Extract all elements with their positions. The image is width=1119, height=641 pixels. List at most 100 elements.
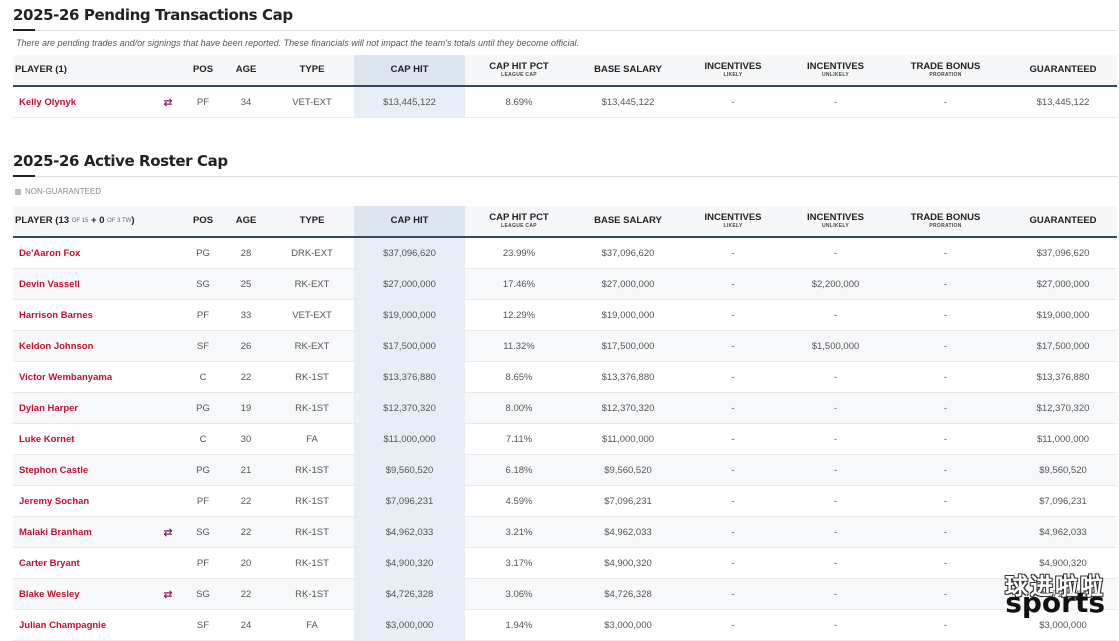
position-cell: SG — [196, 526, 210, 538]
age-cell: 33 — [240, 309, 252, 321]
player-name-link[interactable]: Blake Wesley — [19, 588, 80, 600]
col-header-incentives-unlikely-sub: UNLIKELY — [822, 223, 849, 229]
trade-icon — [158, 362, 178, 392]
player-name-link[interactable]: Kelly Olynyk — [19, 96, 77, 108]
col-header-incentives-likely-sub: LIKELY — [723, 72, 743, 78]
col-header-player[interactable]: PLAYER ( 13 OF 15 + 0 OF 3 TW ) — [13, 206, 165, 236]
player-name-link[interactable]: Harrison Barnes — [19, 309, 93, 321]
trade-icon — [158, 300, 178, 330]
roster-title-accent — [13, 175, 35, 177]
contract-type-cell: VET-EXT — [292, 309, 332, 321]
incentives-likely-cell: - — [731, 557, 735, 569]
col-header-pos[interactable]: POS — [192, 215, 214, 226]
col-header-age[interactable]: AGE — [235, 64, 257, 75]
guaranteed-cell: $12,370,320 — [1036, 402, 1090, 414]
col-header-type[interactable]: TYPE — [299, 215, 325, 226]
player-name-link[interactable]: Dylan Harper — [19, 402, 79, 414]
base-salary-cell: $4,900,320 — [604, 557, 652, 569]
col-header-type[interactable]: TYPE — [299, 64, 325, 75]
col-header-cap-pct[interactable]: CAP HIT PCT LEAGUE CAP — [473, 55, 565, 85]
player-name-link[interactable]: Luke Kornet — [19, 433, 75, 445]
trade-bonus-cell: - — [943, 557, 948, 569]
col-header-trade-bonus[interactable]: TRADE BONUS PRORATION — [908, 206, 983, 236]
player-name-link[interactable]: Julian Champagnie — [19, 619, 107, 631]
age-cell: 22 — [240, 495, 252, 507]
incentives-unlikely-cell: - — [833, 371, 838, 383]
col-header-base-salary[interactable]: BASE SALARY — [594, 64, 662, 75]
base-salary-cell: $17,500,000 — [601, 340, 655, 352]
contract-type-cell: RK-1ST — [295, 495, 329, 507]
cap-pct-cell: 3.21% — [505, 526, 533, 538]
player-name-link[interactable]: Devin Vassell — [19, 278, 80, 290]
player-name-link[interactable]: Stephon Castle — [19, 464, 89, 476]
col-header-cap-pct[interactable]: CAP HIT PCT LEAGUE CAP — [473, 206, 565, 236]
incentives-likely-cell: - — [731, 433, 735, 445]
guaranteed-cell: $3,000,000 — [1039, 619, 1087, 631]
roster-section-title: 2025-26 Active Roster Cap — [13, 152, 228, 170]
legend-label: NON-GUARANTEED — [25, 187, 102, 196]
col-header-incentives-unlikely[interactable]: INCENTIVES UNLIKELY — [798, 206, 873, 236]
trade-icon — [158, 486, 178, 516]
incentives-unlikely-cell: - — [833, 247, 838, 259]
cap-pct-cell: 1.94% — [505, 619, 533, 631]
cap-pct-cell: 7.11% — [505, 433, 533, 445]
position-cell: SG — [196, 278, 210, 290]
base-salary-cell: $12,370,320 — [601, 402, 655, 414]
cap-hit-cell: $4,962,033 — [354, 517, 465, 547]
col-header-guaranteed[interactable]: GUARANTEED — [1029, 215, 1097, 226]
col-header-trade-bonus[interactable]: TRADE BONUS PRORATION — [908, 55, 983, 85]
pending-table-body: Kelly Olynyk ⇄ PF 34 VET-EXT $13,445,122 8.69%… — [13, 87, 1117, 118]
col-header-age[interactable]: AGE — [235, 215, 257, 226]
cap-hit-cell: $13,376,880 — [354, 362, 465, 392]
col-header-guaranteed[interactable]: GUARANTEED — [1029, 64, 1097, 75]
col-header-trade-bonus-label: TRADE BONUS — [910, 61, 981, 72]
col-header-base-salary[interactable]: BASE SALARY — [594, 215, 662, 226]
roster-table-body: De'Aaron Fox PG 28 DRK-EXT $37,096,620 23.99%… — [13, 238, 1117, 641]
col-header-cap-hit[interactable]: CAP HIT — [354, 206, 465, 236]
base-salary-cell: $13,445,122 — [601, 96, 655, 108]
position-cell: PF — [196, 495, 210, 507]
col-header-pos[interactable]: POS — [192, 64, 214, 75]
col-header-cap-hit[interactable]: CAP HIT — [354, 55, 465, 85]
player-name-link[interactable]: De'Aaron Fox — [19, 247, 81, 259]
player-name-link[interactable]: Keldon Johnson — [19, 340, 94, 352]
base-salary-cell: $4,726,328 — [604, 588, 652, 600]
trade-icon — [158, 393, 178, 423]
guaranteed-cell: $13,376,880 — [1036, 371, 1090, 383]
col-header-incentives-likely[interactable]: INCENTIVES LIKELY — [698, 206, 768, 236]
player-count-suffix: ) — [131, 215, 135, 226]
age-cell: 22 — [240, 371, 252, 383]
position-cell: PG — [196, 247, 210, 259]
cap-pct-cell: 3.17% — [505, 557, 533, 569]
watermark-en: sports — [1005, 586, 1105, 619]
col-header-cap-pct-label: CAP HIT PCT — [489, 61, 549, 72]
col-header-player[interactable]: PLAYER (1) — [15, 64, 67, 75]
trade-bonus-cell: - — [943, 464, 948, 476]
table-row: Carter Bryant PF 20 RK-1ST $4,900,320 3.17% $4… — [13, 548, 1117, 579]
player-name-link[interactable]: Jeremy Sochan — [19, 495, 90, 507]
trade-bonus-cell: - — [943, 402, 948, 414]
trade-bonus-cell: - — [943, 588, 948, 600]
cap-hit-cell: $27,000,000 — [354, 269, 465, 299]
player-count-plus: + — [91, 215, 97, 226]
incentives-likely-cell: - — [731, 340, 735, 352]
player-name-link[interactable]: Victor Wembanyama — [19, 371, 113, 383]
contract-type-cell: RK-1ST — [295, 526, 329, 538]
incentives-likely-cell: - — [731, 309, 735, 321]
incentives-unlikely-cell: $2,200,000 — [811, 278, 860, 290]
col-header-incentives-unlikely[interactable]: INCENTIVES UNLIKELY — [798, 55, 873, 85]
table-row: Julian Champagnie SF 24 FA $3,000,000 1.94% $3… — [13, 610, 1117, 641]
col-header-incentives-likely[interactable]: INCENTIVES LIKELY — [698, 55, 768, 85]
trade-icon: ⇄ — [163, 588, 173, 601]
contract-type-cell: RK-EXT — [294, 340, 330, 352]
pending-table: PLAYER (1) POS AGE TYPE CAP HIT CAP HIT … — [13, 55, 1117, 118]
player-name-link[interactable]: Carter Bryant — [19, 557, 80, 569]
age-cell: 34 — [240, 96, 252, 108]
guaranteed-cell: $7,096,231 — [1039, 495, 1087, 507]
player-name-link[interactable]: Malaki Branham — [19, 526, 92, 538]
trade-icon — [158, 269, 178, 299]
guaranteed-cell: $27,000,000 — [1036, 278, 1090, 290]
col-header-cap-pct-sub: LEAGUE CAP — [501, 72, 537, 78]
trade-bonus-cell: - — [943, 340, 948, 352]
incentives-likely-cell: - — [731, 402, 735, 414]
